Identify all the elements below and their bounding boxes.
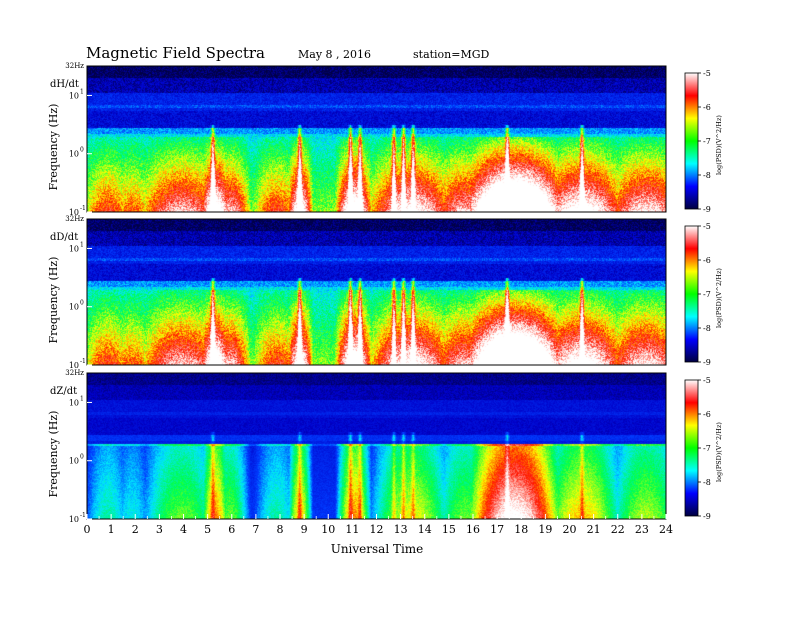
y-tick-exponent: -1: [80, 205, 86, 212]
y-tick-label: 10: [69, 150, 79, 159]
x-tick-label: 23: [635, 523, 649, 536]
colorbar-tick-label: -8: [703, 478, 711, 487]
x-tick-label: 2: [132, 523, 139, 536]
figure-title: Magnetic Field Spectra: [86, 44, 265, 62]
spectrogram-image: [87, 66, 666, 212]
x-tick-label: 0: [84, 523, 91, 536]
y-tick-label: 10: [69, 91, 79, 100]
y-tick-label: 10: [69, 361, 79, 370]
colorbar-gradient: [684, 225, 699, 363]
colorbar-gradient: [684, 379, 699, 517]
y-tick-exponent: 0: [80, 147, 84, 154]
panel-frame: [86, 65, 667, 213]
spectrogram-image: [87, 373, 666, 519]
colorbar-tick-label: -9: [703, 358, 711, 367]
x-tick-label: 9: [301, 523, 308, 536]
x-tick-label: 7: [252, 523, 259, 536]
colorbar-tick-label: -5: [703, 69, 711, 78]
colorbar-tick-label: -5: [703, 222, 711, 231]
colorbar-tick-label: -8: [703, 171, 711, 180]
component-label: dH/dt: [50, 79, 79, 90]
x-tick-label: 4: [180, 523, 187, 536]
colorbar-label: log(PSD)(V^2/Hz): [715, 268, 723, 328]
y-tick-exponent: 0: [80, 454, 84, 461]
y-tick-exponent: -1: [80, 358, 86, 365]
y-axis-label: Frequency (Hz): [47, 411, 60, 498]
colorbar-tick-label: -7: [703, 137, 711, 146]
y-tick-label: 10: [69, 303, 79, 312]
colorbar-label: log(PSD)(V^2/Hz): [715, 422, 723, 482]
x-tick-label: 10: [321, 523, 335, 536]
y-tick-exponent: 1: [80, 395, 84, 402]
y-tick-label: 10: [69, 244, 79, 253]
x-tick-label: 8: [277, 523, 284, 536]
y-tick-label: 10: [69, 457, 79, 466]
x-tick-label: 3: [156, 523, 163, 536]
colorbar-tick-label: -6: [703, 410, 711, 419]
x-tick-label: 12: [370, 523, 384, 536]
y-axis-label: Frequency (Hz): [47, 257, 60, 344]
x-tick-label: 14: [418, 523, 432, 536]
x-tick-label: 20: [563, 523, 577, 536]
x-tick-label: 19: [538, 523, 552, 536]
colorbar-gradient: [684, 72, 699, 210]
y-axis-label: Frequency (Hz): [47, 104, 60, 191]
top-freq-label: 32Hz: [65, 215, 84, 223]
colorbar-tick-label: -6: [703, 103, 711, 112]
colorbar-label: log(PSD)(V^2/Hz): [715, 115, 723, 175]
y-tick-label: 10: [69, 515, 79, 524]
x-tick-label: 17: [490, 523, 504, 536]
y-tick-label: 10: [69, 398, 79, 407]
top-freq-label: 32Hz: [65, 369, 84, 377]
component-label: dZ/dt: [50, 386, 77, 397]
x-tick-label: 1: [108, 523, 115, 536]
date-label: May 8 , 2016: [298, 48, 371, 61]
x-tick-label: 16: [466, 523, 480, 536]
colorbar-tick-label: -5: [703, 376, 711, 385]
y-tick-exponent: 1: [80, 241, 84, 248]
x-tick-label: 24: [659, 523, 673, 536]
colorbar-tick-label: -7: [703, 444, 711, 453]
spectrogram-image: [87, 219, 666, 365]
colorbar-tick-label: -6: [703, 256, 711, 265]
y-tick-label: 10: [69, 208, 79, 217]
x-axis: 0 1 2 3 4 5 6 7 8 9 10 11 12 13 14 15 16 17 18 19 20 21 22 23 24: [84, 514, 673, 536]
y-tick-exponent: 0: [80, 300, 84, 307]
y-tick-exponent: -1: [80, 512, 86, 519]
colorbar: -5 -6 -7 -8 -9 log(PSD)(V^2/Hz): [684, 69, 723, 214]
station-label: station=MGD: [413, 48, 490, 61]
colorbar-tick-label: -7: [703, 290, 711, 299]
component-label: dD/dt: [50, 232, 78, 243]
x-tick-label: 21: [587, 523, 601, 536]
panel-frame: [86, 218, 667, 366]
y-tick-exponent: 1: [80, 88, 84, 95]
colorbar-tick-label: -9: [703, 512, 711, 521]
colorbar: -5 -6 -7 -8 -9 log(PSD)(V^2/Hz): [684, 376, 723, 521]
x-tick-label: 5: [204, 523, 211, 536]
colorbar-tick-label: -9: [703, 205, 711, 214]
x-tick-label: 22: [611, 523, 625, 536]
x-tick-label: 18: [514, 523, 528, 536]
colorbar: -5 -6 -7 -8 -9 log(PSD)(V^2/Hz): [684, 222, 723, 367]
x-tick-label: 13: [394, 523, 408, 536]
x-tick-label: 6: [228, 523, 235, 536]
x-axis-label: Universal Time: [331, 542, 424, 556]
top-freq-label: 32Hz: [65, 62, 84, 70]
x-tick-label: 15: [442, 523, 456, 536]
x-tick-label: 11: [345, 523, 359, 536]
colorbar-tick-label: -8: [703, 324, 711, 333]
